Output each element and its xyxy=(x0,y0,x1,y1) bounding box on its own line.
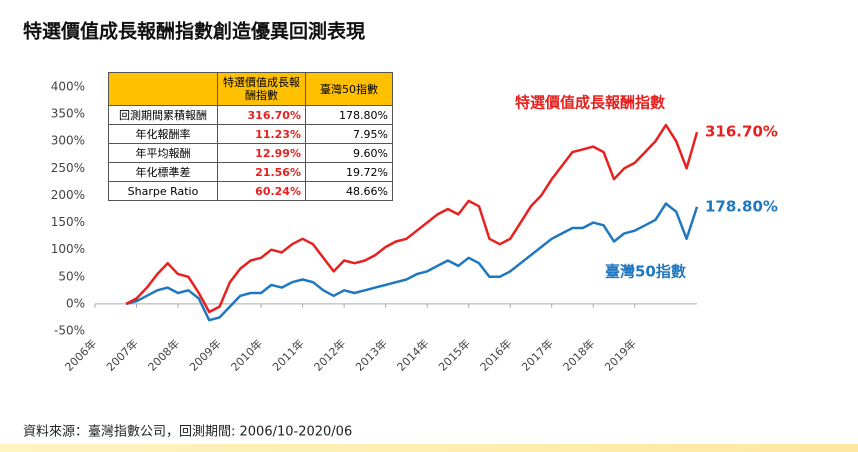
end-label: 178.80% xyxy=(705,197,778,215)
y-tick-label: 300% xyxy=(51,134,85,148)
title: 特選價值成長報酬指數創造優異回測表現 xyxy=(23,20,365,43)
table-cell: 21.56% xyxy=(217,162,306,182)
x-tick-label: 2011年 xyxy=(269,336,306,373)
table-row: Sharpe Ratio 60.24% 48.66% xyxy=(108,181,393,201)
y-tick-label: 350% xyxy=(51,107,85,121)
table-row: 年化標準差 21.56% 19.72% xyxy=(108,162,393,182)
header-cell: 特選價值成長報酬指數 xyxy=(217,72,306,106)
source-note: 資料來源：臺灣指數公司，回測期間: 2006/10-2020/06 xyxy=(23,425,352,440)
y-tick-label: 0% xyxy=(66,296,85,310)
table-row: 年平均報酬 12.99% 9.60% xyxy=(108,143,393,163)
x-tick-label: 2013年 xyxy=(352,336,389,373)
table-cell: 11.23% xyxy=(217,124,306,144)
y-tick-label: 150% xyxy=(51,215,85,229)
y-tick-label: 400% xyxy=(51,80,85,94)
table-row: 回測期間累積報酬 316.70% 178.80% xyxy=(108,105,393,125)
x-tick-label: 2019年 xyxy=(601,336,638,373)
x-tick-label: 2008年 xyxy=(145,336,182,373)
header-cell: 臺灣50指數 xyxy=(305,72,393,106)
x-tick-label: 2006年 xyxy=(62,336,99,373)
table-row: 年化報酬率 11.23% 7.95% xyxy=(108,124,393,144)
table-cell: 年化報酬率 xyxy=(108,124,218,144)
y-tick-label: 100% xyxy=(51,242,85,256)
header-cell xyxy=(108,72,218,106)
footer-band xyxy=(0,444,858,452)
y-tick-label: 250% xyxy=(51,161,85,175)
table-header: 特選價值成長報酬指數 臺灣50指數 xyxy=(108,72,393,106)
x-tick-label: 2017年 xyxy=(518,336,555,373)
series-label: 臺灣50指數 xyxy=(605,263,686,281)
stats-table: 特選價值成長報酬指數 臺灣50指數 回測期間累積報酬 316.70% 178.80%… xyxy=(108,72,393,201)
x-tick-label: 2010年 xyxy=(228,336,265,373)
table-cell: 回測期間累積報酬 xyxy=(108,105,218,125)
table-cell: 178.80% xyxy=(305,105,393,125)
end-label: 316.70% xyxy=(705,123,778,141)
y-tick-label: 50% xyxy=(58,269,85,283)
table-cell: 19.72% xyxy=(305,162,393,182)
table-cell: 年化標準差 xyxy=(108,162,218,182)
x-tick-label: 2014年 xyxy=(394,336,431,373)
x-tick-label: 2007年 xyxy=(103,336,140,373)
series-line xyxy=(125,123,699,314)
x-tick-label: 2018年 xyxy=(560,336,597,373)
table-cell: 60.24% xyxy=(217,181,306,201)
series-line xyxy=(125,202,699,322)
x-tick-label: 2009年 xyxy=(186,336,223,373)
table-cell: 316.70% xyxy=(217,105,306,125)
table-cell: 年平均報酬 xyxy=(108,143,218,163)
table-cell: Sharpe Ratio xyxy=(108,181,218,201)
table-cell: 12.99% xyxy=(217,143,306,163)
table-cell: 7.95% xyxy=(305,124,393,144)
x-tick-label: 2015年 xyxy=(435,336,472,373)
table-cell: 48.66% xyxy=(305,181,393,201)
table-cell: 9.60% xyxy=(305,143,393,163)
x-tick-label: 2016年 xyxy=(477,336,514,373)
y-tick-label: 200% xyxy=(51,188,85,202)
x-tick-label: 2012年 xyxy=(311,336,348,373)
series-label: 特選價值成長報酬指數 xyxy=(515,94,665,112)
y-tick-label: -50% xyxy=(54,324,85,338)
